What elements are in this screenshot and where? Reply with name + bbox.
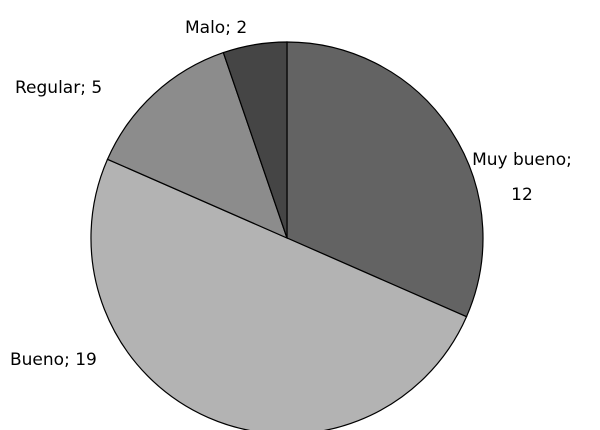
pie-slice	[106, 51, 289, 240]
pie-slice	[90, 158, 468, 430]
data-label: Muy bueno; 12	[472, 150, 572, 205]
data-label: Regular; 5	[15, 78, 102, 98]
data-label: Malo; 2	[185, 18, 247, 38]
data-label: Bueno; 19	[10, 350, 97, 370]
pie-slice	[222, 41, 288, 239]
pie-slice	[286, 41, 484, 318]
